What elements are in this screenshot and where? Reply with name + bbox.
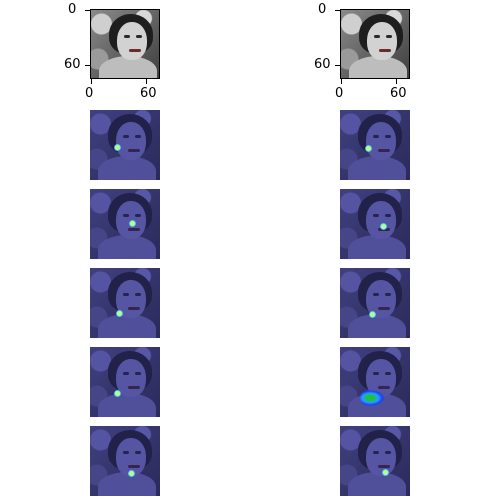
activation-spot [129, 220, 136, 227]
heatmap-right-3 [340, 268, 410, 338]
heatmap-right-4 [340, 347, 410, 417]
y-tick-label-60: 60 [64, 57, 81, 72]
y-tick-mark-60 [335, 65, 340, 66]
activation-spot [128, 470, 135, 477]
y-tick-label-0: 0 [318, 2, 327, 17]
heatmap-right-5 [340, 426, 410, 496]
activation-spot [114, 144, 121, 151]
x-tick-mark-0 [341, 79, 342, 84]
x-tick-label-60: 60 [140, 86, 157, 101]
original-image-left [90, 9, 160, 79]
activation-spot [365, 145, 372, 152]
right-figure-column: 0 60 0 60 [308, 0, 468, 500]
x-tick-label-60: 60 [390, 86, 407, 101]
activation-spot [369, 311, 376, 318]
y-tick-mark-0 [335, 10, 340, 11]
heatmap-left-2 [90, 189, 160, 259]
y-tick-mark-60 [85, 65, 90, 66]
x-tick-mark-60 [396, 79, 397, 84]
y-tick-mark-0 [85, 10, 90, 11]
x-tick-label-0: 0 [335, 86, 344, 101]
heatmap-right-2 [340, 189, 410, 259]
left-figure-column: 0 60 0 60 [58, 0, 218, 500]
x-tick-mark-60 [146, 79, 147, 84]
y-tick-label-0: 0 [68, 2, 77, 17]
activation-spot [380, 223, 387, 230]
heatmap-left-3 [90, 268, 160, 338]
heatmap-left-5 [90, 426, 160, 496]
activation-spot [116, 310, 123, 317]
activation-spot-large [360, 389, 386, 407]
heatmap-left-1 [90, 110, 160, 180]
activation-spot [382, 469, 389, 476]
x-tick-label-0: 0 [85, 86, 94, 101]
x-tick-mark-0 [91, 79, 92, 84]
heatmap-right-1 [340, 110, 410, 180]
heatmap-left-4 [90, 347, 160, 417]
y-tick-label-60: 60 [314, 57, 331, 72]
activation-spot [114, 390, 121, 397]
original-image-right [340, 9, 410, 79]
